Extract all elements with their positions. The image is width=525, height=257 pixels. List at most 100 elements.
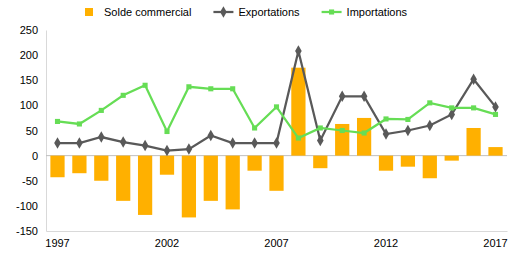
bar	[160, 156, 174, 175]
marker	[318, 125, 323, 130]
legend-item: Exportations	[213, 6, 300, 18]
bar	[313, 156, 327, 169]
chart: -150 -100 -50 0 50 100 150 200 250 1997 2002 2007 20…	[0, 0, 525, 257]
marker	[164, 145, 171, 156]
bar	[379, 156, 393, 171]
marker	[383, 116, 388, 121]
marker	[383, 128, 390, 139]
x-tick-label: 2007	[264, 237, 288, 249]
y-axis: -150 -100 -50 0 50 100 150 200 250	[16, 24, 47, 237]
marker	[274, 104, 279, 109]
bar	[94, 156, 108, 181]
legend-item: Importations	[322, 6, 408, 18]
x-axis-line	[47, 231, 508, 232]
marker	[251, 137, 258, 148]
marker	[207, 130, 214, 141]
marker	[471, 105, 476, 110]
x-axis: 1997 2002 2007 2012 2017	[45, 231, 507, 249]
marker	[98, 131, 105, 142]
plot-area: -150 -100 -50 0 50 100 150 200 250 1997 2002 2007 20…	[16, 24, 508, 249]
x-tick-label: 1997	[45, 237, 69, 249]
marker	[77, 121, 82, 126]
y-tick: 100	[20, 99, 46, 111]
x-tick-label: 2012	[374, 237, 398, 249]
y-tick-label: 50	[26, 125, 38, 137]
bar	[50, 156, 64, 178]
bar	[357, 118, 371, 156]
marker	[186, 143, 193, 154]
marker	[54, 137, 61, 148]
y-tick: -100	[16, 200, 46, 212]
bar	[72, 156, 86, 174]
y-tick: 0	[32, 150, 46, 162]
y-tick-label: 0	[32, 150, 38, 162]
marker	[470, 74, 477, 85]
y-tick: 150	[20, 74, 46, 86]
bar	[445, 156, 459, 161]
legend-label: Exportations	[238, 6, 300, 18]
line-series	[54, 45, 499, 156]
x-tick: 2007	[264, 231, 288, 249]
marker	[55, 119, 60, 124]
marker	[142, 140, 149, 151]
x-tick: 2002	[155, 231, 179, 249]
bar	[466, 128, 480, 156]
marker	[273, 137, 280, 148]
line	[57, 85, 495, 138]
bar	[226, 156, 240, 210]
marker	[99, 108, 104, 113]
marker	[296, 135, 301, 140]
y-tick-label: 100	[20, 99, 38, 111]
y-tick-label: -150	[16, 225, 38, 237]
marker	[230, 86, 235, 91]
y-tick-label: 200	[20, 49, 38, 61]
line	[57, 51, 495, 150]
bar	[247, 156, 261, 171]
marker	[405, 125, 412, 136]
y-tick-label: 250	[20, 24, 38, 36]
y-tick-label: -100	[16, 200, 38, 212]
marker	[229, 137, 236, 148]
bar	[269, 156, 283, 191]
bar	[423, 156, 437, 179]
legend-label: Importations	[347, 6, 408, 18]
marker	[405, 117, 410, 122]
x-tick: 1997	[45, 231, 69, 249]
marker	[340, 128, 345, 133]
marker	[493, 112, 498, 117]
marker	[361, 91, 368, 102]
bar	[204, 156, 218, 201]
marker	[121, 93, 126, 98]
legend-item: Solde commercial	[85, 6, 191, 18]
bar	[182, 156, 196, 218]
y-tick: 50	[26, 125, 46, 137]
marker	[427, 100, 432, 105]
marker	[76, 137, 83, 148]
bar	[335, 124, 349, 156]
marker	[164, 129, 169, 134]
line-series	[55, 83, 498, 141]
marker	[362, 130, 367, 135]
bar	[116, 156, 130, 201]
marker	[295, 45, 302, 56]
x-tick-label: 2002	[155, 237, 179, 249]
marker	[120, 136, 127, 147]
legend-marker	[329, 9, 334, 14]
legend-swatch	[85, 8, 93, 16]
y-axis-line	[46, 31, 47, 232]
marker	[492, 101, 499, 112]
legend: Solde commercial Exportations Importations	[85, 6, 408, 18]
y-tick-label: -50	[22, 175, 38, 187]
y-tick: -150	[16, 225, 46, 237]
legend-marker	[220, 6, 227, 17]
bar-series	[50, 68, 502, 218]
x-tick: 2012	[374, 231, 398, 249]
marker	[143, 83, 148, 88]
marker	[426, 120, 433, 131]
y-tick-label: 150	[20, 74, 38, 86]
series-group	[50, 45, 502, 217]
marker	[252, 125, 257, 130]
marker	[449, 105, 454, 110]
x-tick: 2017	[483, 231, 507, 249]
bar	[401, 156, 415, 167]
